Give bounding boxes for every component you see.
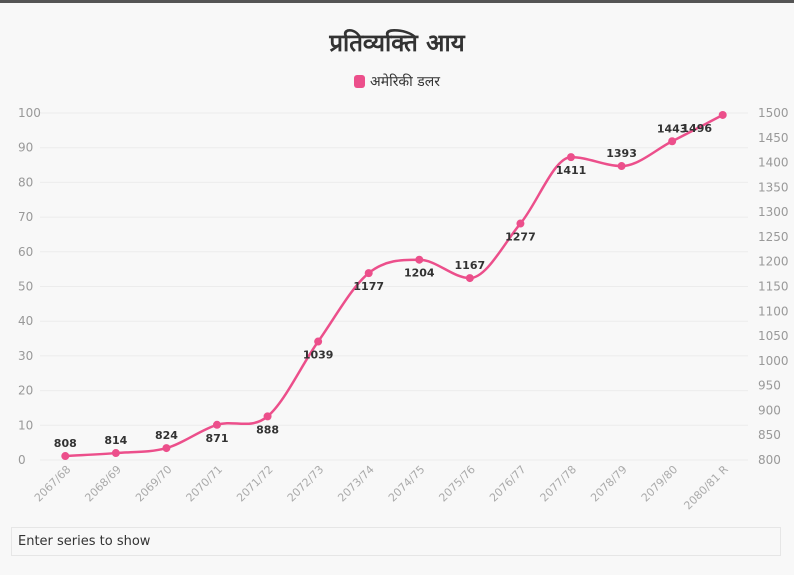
- right-axis-tick: 1400: [758, 156, 789, 170]
- right-axis-tick: 1500: [758, 106, 789, 120]
- data-point: [516, 219, 525, 228]
- left-axis-tick: 0: [18, 453, 26, 467]
- x-axis-tick: 2079/80: [639, 463, 681, 505]
- data-point: [364, 269, 373, 278]
- data-label: 1204: [404, 267, 435, 280]
- right-axis-tick: 1150: [758, 280, 789, 294]
- right-axis-tick: 1000: [758, 354, 789, 368]
- data-label: 1393: [606, 147, 637, 160]
- line-chart: 0 10 20 30 40 50 60 70 80 90 100 800 850 900 950 1000 10…: [18, 106, 789, 513]
- x-axis-tick: 2080/81 R: [681, 463, 731, 513]
- x-axis-tick: 2074/75: [386, 463, 428, 505]
- left-axis-tick: 80: [18, 175, 33, 189]
- data-label: 1039: [303, 349, 334, 362]
- right-axis-tick: 900: [758, 403, 781, 417]
- right-axis-tick: 1050: [758, 329, 789, 343]
- left-axis-tick: 100: [18, 106, 41, 120]
- data-point: [415, 255, 424, 264]
- x-axis-tick: 2067/68: [32, 463, 74, 505]
- data-label: 1496: [681, 122, 712, 135]
- left-axis-tick: 30: [18, 349, 33, 363]
- data-label: 1277: [505, 231, 536, 244]
- data-label: 814: [104, 434, 127, 447]
- data-point: [567, 153, 575, 162]
- x-axis-tick: 2078/79: [588, 463, 630, 505]
- right-axis-tick: 950: [758, 379, 781, 393]
- top-border: [0, 0, 794, 3]
- right-axis-tick: 1300: [758, 205, 789, 219]
- x-axis-tick: 2069/70: [133, 463, 175, 505]
- series-line: [65, 113, 724, 458]
- right-axis-tick: 1350: [758, 180, 789, 194]
- data-label: 808: [54, 437, 77, 450]
- data-point: [213, 420, 221, 429]
- data-point: [465, 274, 474, 283]
- data-label: 1167: [455, 259, 486, 272]
- data-label: 1411: [556, 164, 587, 177]
- data-point: [668, 137, 677, 146]
- left-axis-tick: 70: [18, 210, 33, 224]
- data-label: 824: [155, 429, 178, 442]
- legend-label: अमेरिकी डलर: [370, 74, 440, 90]
- x-axis-tick: 2073/74: [335, 463, 377, 505]
- x-axis-tick: 2072/73: [285, 463, 327, 505]
- left-axis-tick: 90: [18, 141, 33, 155]
- left-axis-tick: 60: [18, 245, 33, 259]
- right-axis-tick: 1200: [758, 255, 789, 269]
- chart-title: प्रतिव्यक्ति आय: [329, 29, 465, 57]
- legend[interactable]: अमेरिकी डलर: [0, 72, 794, 91]
- data-point: [263, 412, 272, 421]
- data-point: [718, 110, 727, 119]
- left-axis-tick: 10: [18, 418, 33, 432]
- data-point: [162, 444, 171, 453]
- left-axis-tick: 20: [18, 384, 33, 398]
- data-label: 1443: [657, 122, 688, 135]
- x-axis-tick: 2075/76: [436, 463, 478, 505]
- x-axis-tick: 2068/69: [82, 463, 124, 505]
- legend-swatch: [354, 75, 366, 88]
- right-axis-tick: 800: [758, 453, 781, 467]
- data-label: 1177: [353, 280, 384, 293]
- data-point: [617, 162, 626, 171]
- x-axis-tick: 2070/71: [184, 463, 226, 505]
- data-label: 888: [256, 423, 279, 436]
- x-axis-tick: 2071/72: [234, 463, 276, 505]
- data-label: 871: [206, 432, 229, 445]
- data-point: [61, 452, 70, 461]
- data-point: [314, 337, 323, 346]
- right-axis-tick: 850: [758, 428, 781, 442]
- right-axis-tick: 1100: [758, 304, 789, 318]
- right-axis-tick: 1450: [758, 131, 789, 145]
- data-point: [111, 449, 120, 458]
- series-filter-input[interactable]: [11, 527, 781, 556]
- right-axis-tick: 1250: [758, 230, 789, 244]
- x-axis-tick: 2077/78: [538, 463, 580, 505]
- x-axis-tick: 2076/77: [487, 463, 529, 505]
- left-axis-tick: 40: [18, 314, 33, 328]
- left-axis-tick: 50: [18, 280, 33, 294]
